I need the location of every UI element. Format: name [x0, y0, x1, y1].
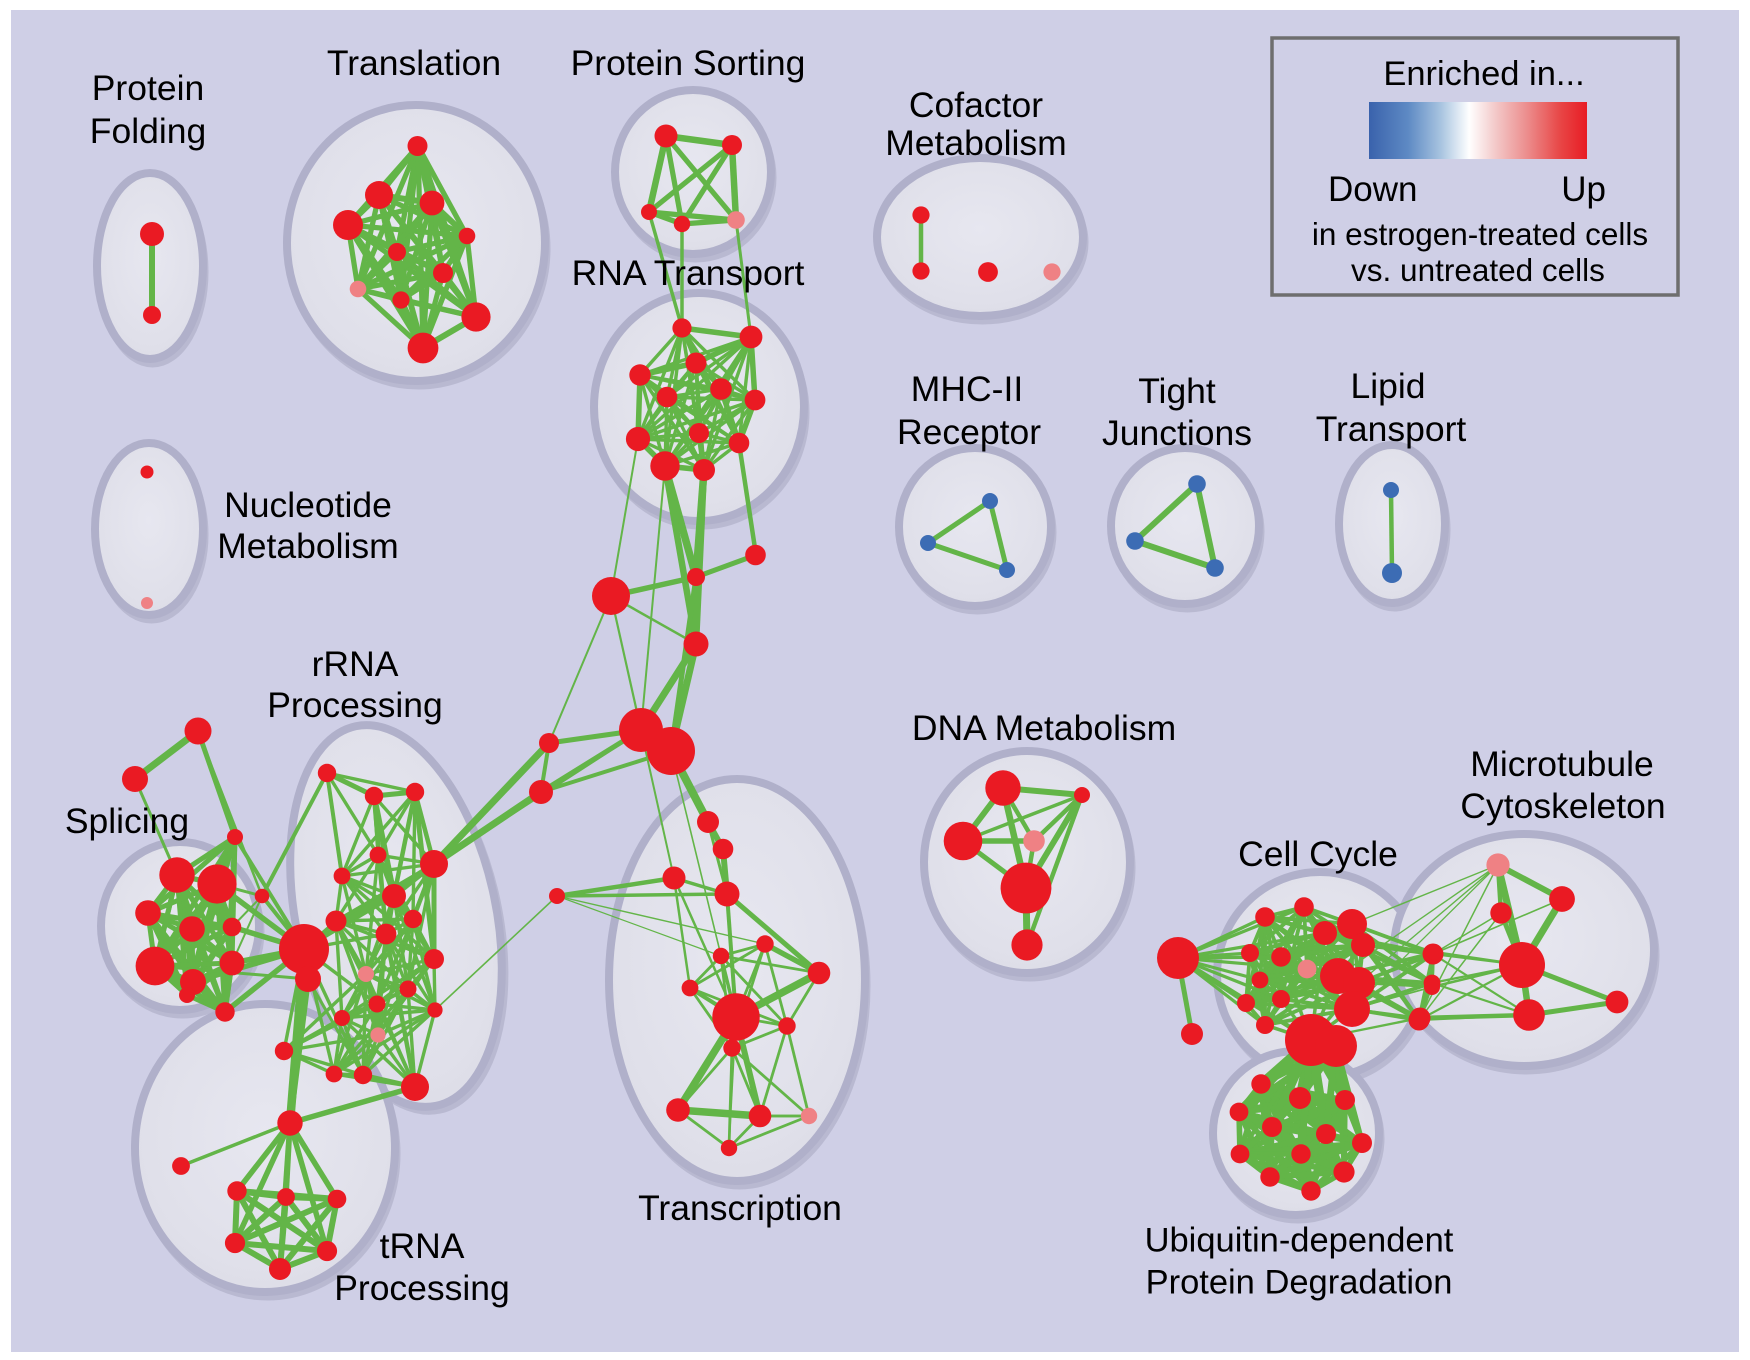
- svg-text:Metabolism: Metabolism: [217, 526, 399, 566]
- svg-text:rRNA: rRNA: [312, 644, 399, 684]
- svg-text:Transcription: Transcription: [638, 1188, 842, 1228]
- svg-text:Protein: Protein: [92, 68, 204, 108]
- svg-text:DNA Metabolism: DNA Metabolism: [912, 708, 1176, 748]
- svg-text:Junctions: Junctions: [1102, 413, 1252, 453]
- svg-text:RNA Transport: RNA Transport: [572, 253, 805, 293]
- svg-text:Cofactor: Cofactor: [909, 85, 1043, 125]
- svg-text:Down: Down: [1328, 170, 1417, 209]
- svg-text:Cell Cycle: Cell Cycle: [1238, 834, 1398, 874]
- svg-text:Translation: Translation: [327, 43, 501, 83]
- svg-text:Ubiquitin-dependent: Ubiquitin-dependent: [1145, 1222, 1454, 1260]
- svg-text:Lipid: Lipid: [1350, 366, 1425, 406]
- svg-text:Enriched in...: Enriched in...: [1383, 55, 1584, 93]
- svg-text:Processing: Processing: [267, 685, 443, 725]
- svg-text:Nucleotide: Nucleotide: [224, 485, 392, 525]
- svg-text:Up: Up: [1561, 170, 1606, 209]
- svg-text:Processing: Processing: [334, 1268, 510, 1308]
- svg-text:Receptor: Receptor: [897, 412, 1041, 452]
- svg-text:Microtubule: Microtubule: [1470, 744, 1654, 784]
- svg-text:Cytoskeleton: Cytoskeleton: [1460, 786, 1665, 826]
- svg-text:Splicing: Splicing: [65, 801, 189, 841]
- svg-text:Protein Sorting: Protein Sorting: [571, 43, 806, 83]
- svg-text:vs. untreated cells: vs. untreated cells: [1351, 252, 1605, 288]
- svg-text:Protein Degradation: Protein Degradation: [1146, 1264, 1453, 1302]
- svg-text:Transport: Transport: [1316, 409, 1467, 449]
- svg-text:in estrogen-treated cells: in estrogen-treated cells: [1312, 216, 1648, 252]
- svg-text:Folding: Folding: [90, 111, 206, 151]
- svg-text:Metabolism: Metabolism: [885, 123, 1067, 163]
- svg-text:Tight: Tight: [1138, 371, 1216, 411]
- svg-text:MHC-II: MHC-II: [911, 369, 1023, 409]
- svg-text:tRNA: tRNA: [380, 1226, 465, 1266]
